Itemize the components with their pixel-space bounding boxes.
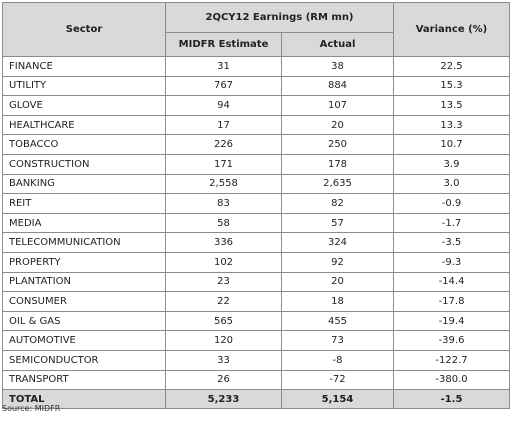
- sector-cell: MEDIA: [2, 212, 166, 234]
- actual-cell: 107: [281, 95, 394, 116]
- header-actual: Actual: [281, 32, 394, 57]
- variance-cell: 3.0: [393, 173, 510, 195]
- actual-cell: 92: [281, 251, 394, 273]
- actual-cell: -72: [281, 369, 394, 391]
- sector-cell: GLOVE: [2, 95, 166, 116]
- table-row: TRANSPORT 26 -72 -380.0: [2, 369, 510, 391]
- sector-cell: AUTOMOTIVE: [2, 330, 166, 351]
- header-estimate: MIDFR Estimate: [165, 32, 282, 57]
- source-note: Source: MIDFR: [2, 404, 61, 413]
- sector-cell: OIL & GAS: [2, 310, 166, 332]
- estimate-cell: 31: [165, 56, 282, 77]
- sector-cell: CONSTRUCTION: [2, 153, 166, 175]
- estimate-cell: 171: [165, 153, 282, 175]
- estimate-cell: 102: [165, 251, 282, 273]
- actual-cell: 20: [281, 271, 394, 293]
- total-actual: 5,154: [281, 389, 394, 410]
- table-body: FINANCE 31 38 22.5 UTILITY 767 884 15.3 GLOVE 94 1…: [2, 56, 510, 391]
- actual-cell: 18: [281, 291, 394, 312]
- variance-cell: 15.3: [393, 75, 510, 97]
- estimate-cell: 226: [165, 134, 282, 155]
- variance-cell: -3.5: [393, 232, 510, 253]
- table-row: PROPERTY 102 92 -9.3: [2, 251, 510, 273]
- sector-cell: PLANTATION: [2, 271, 166, 293]
- variance-cell: 10.7: [393, 134, 510, 155]
- estimate-cell: 17: [165, 114, 282, 136]
- variance-cell: 22.5: [393, 56, 510, 77]
- actual-cell: 250: [281, 134, 394, 155]
- variance-cell: -380.0: [393, 369, 510, 391]
- actual-cell: -8: [281, 349, 394, 371]
- actual-cell: 324: [281, 232, 394, 253]
- sector-cell: FINANCE: [2, 56, 166, 77]
- estimate-cell: 336: [165, 232, 282, 253]
- table-row: TOBACCO 226 250 10.7: [2, 134, 510, 155]
- actual-cell: 38: [281, 56, 394, 77]
- table-row: BANKING 2,558 2,635 3.0: [2, 173, 510, 195]
- sector-cell: UTILITY: [2, 75, 166, 97]
- total-label: TOTAL: [2, 389, 166, 410]
- sector-cell: TOBACCO: [2, 134, 166, 155]
- estimate-cell: 83: [165, 193, 282, 214]
- estimate-cell: 565: [165, 310, 282, 332]
- actual-cell: 82: [281, 193, 394, 214]
- estimate-cell: 2,558: [165, 173, 282, 195]
- sector-cell: CONSUMER: [2, 291, 166, 312]
- actual-cell: 2,635: [281, 173, 394, 195]
- variance-cell: -19.4: [393, 310, 510, 332]
- estimate-cell: 58: [165, 212, 282, 234]
- sector-cell: TELECOMMUNICATION: [2, 232, 166, 253]
- variance-cell: -1.7: [393, 212, 510, 234]
- table-row: HEALTHCARE 17 20 13.3: [2, 114, 510, 136]
- sector-cell: PROPERTY: [2, 251, 166, 273]
- variance-cell: -122.7: [393, 349, 510, 371]
- estimate-cell: 26: [165, 369, 282, 391]
- table-row: REIT 83 82 -0.9: [2, 193, 510, 214]
- table-row: AUTOMOTIVE 120 73 -39.6: [2, 330, 510, 351]
- table-row: FINANCE 31 38 22.5: [2, 56, 510, 77]
- variance-cell: -9.3: [393, 251, 510, 273]
- total-row: TOTAL 5,233 5,154 -1.5: [2, 389, 510, 410]
- earnings-table: Sector 2QCY12 Earnings (RM mn) Variance …: [2, 2, 510, 410]
- estimate-cell: 94: [165, 95, 282, 116]
- table-row: CONSTRUCTION 171 178 3.9: [2, 153, 510, 175]
- variance-cell: -17.8: [393, 291, 510, 312]
- sector-cell: SEMICONDUCTOR: [2, 349, 166, 371]
- actual-cell: 178: [281, 153, 394, 175]
- actual-cell: 73: [281, 330, 394, 351]
- actual-cell: 884: [281, 75, 394, 97]
- actual-cell: 57: [281, 212, 394, 234]
- sector-cell: REIT: [2, 193, 166, 214]
- table-row: PLANTATION 23 20 -14.4: [2, 271, 510, 293]
- header-sector: Sector: [2, 2, 166, 57]
- header-earnings-group: 2QCY12 Earnings (RM mn): [165, 2, 394, 33]
- sector-cell: TRANSPORT: [2, 369, 166, 391]
- estimate-cell: 120: [165, 330, 282, 351]
- estimate-cell: 33: [165, 349, 282, 371]
- estimate-cell: 22: [165, 291, 282, 312]
- estimate-cell: 23: [165, 271, 282, 293]
- estimate-cell: 767: [165, 75, 282, 97]
- variance-cell: -0.9: [393, 193, 510, 214]
- variance-cell: -39.6: [393, 330, 510, 351]
- table-row: UTILITY 767 884 15.3: [2, 75, 510, 97]
- total-estimate: 5,233: [165, 389, 282, 410]
- total-variance: -1.5: [393, 389, 510, 410]
- sector-cell: BANKING: [2, 173, 166, 195]
- sector-cell: HEALTHCARE: [2, 114, 166, 136]
- table-row: OIL & GAS 565 455 -19.4: [2, 310, 510, 332]
- table-row: SEMICONDUCTOR 33 -8 -122.7: [2, 349, 510, 371]
- variance-cell: -14.4: [393, 271, 510, 293]
- table-row: CONSUMER 22 18 -17.8: [2, 291, 510, 312]
- variance-cell: 13.3: [393, 114, 510, 136]
- table-row: MEDIA 58 57 -1.7: [2, 212, 510, 234]
- variance-cell: 3.9: [393, 153, 510, 175]
- table-row: GLOVE 94 107 13.5: [2, 95, 510, 116]
- actual-cell: 20: [281, 114, 394, 136]
- table-row: TELECOMMUNICATION 336 324 -3.5: [2, 232, 510, 253]
- header-variance: Variance (%): [393, 2, 510, 57]
- actual-cell: 455: [281, 310, 394, 332]
- variance-cell: 13.5: [393, 95, 510, 116]
